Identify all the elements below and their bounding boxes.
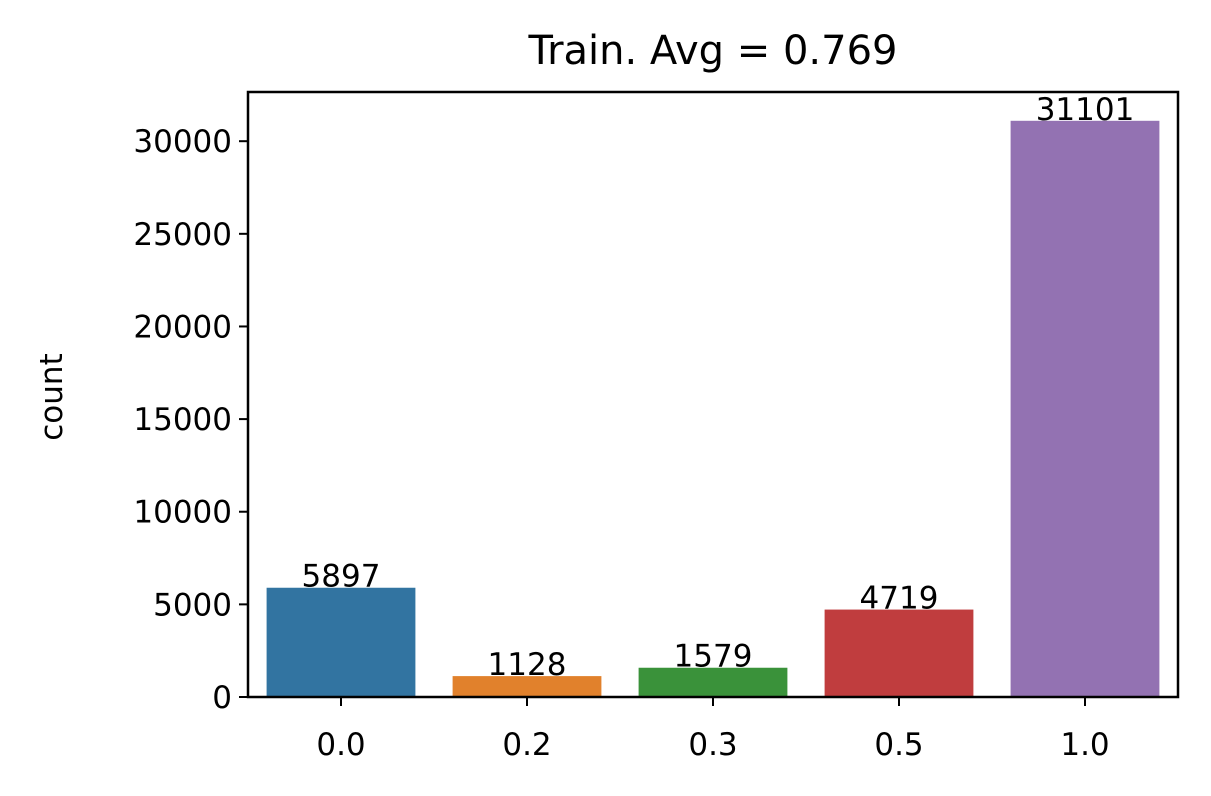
data-label-0: 5897 <box>302 559 381 595</box>
x-axis-ticks: 0.0 0.2 0.3 0.5 1.0 <box>316 697 1110 763</box>
x-tick-label-4: 1.0 <box>1060 727 1109 763</box>
y-tick-label-3: 15000 <box>133 402 232 438</box>
data-label-2: 1579 <box>674 639 753 675</box>
y-tick-label-2: 10000 <box>133 495 232 531</box>
x-tick-label-3: 0.5 <box>874 727 923 763</box>
y-tick-label-6: 30000 <box>133 124 232 160</box>
bars-group <box>266 120 1160 697</box>
data-labels-group: 5897 1128 1579 4719 31101 <box>302 92 1135 683</box>
data-label-1: 1128 <box>488 647 567 683</box>
chart-title: Train. Avg = 0.769 <box>528 28 898 74</box>
y-tick-label-5: 25000 <box>133 217 232 253</box>
y-axis-ticks: 0 5000 10000 15000 20000 25000 30000 <box>133 124 248 716</box>
y-tick-label-1: 5000 <box>153 587 232 623</box>
data-label-3: 4719 <box>860 581 939 617</box>
x-tick-label-1: 0.2 <box>502 727 551 763</box>
bar-1 <box>452 676 602 697</box>
y-axis-label: count <box>34 353 70 440</box>
x-tick-label-0: 0.0 <box>316 727 365 763</box>
y-tick-label-4: 20000 <box>133 309 232 345</box>
data-label-4: 31101 <box>1036 92 1135 128</box>
bar-0 <box>266 587 416 697</box>
y-tick-label-0: 0 <box>212 680 232 716</box>
bar-4 <box>1010 120 1160 697</box>
plot-frame <box>246 90 1180 699</box>
x-tick-label-2: 0.3 <box>688 727 737 763</box>
bar-2 <box>638 667 788 697</box>
bar-3 <box>824 609 974 697</box>
